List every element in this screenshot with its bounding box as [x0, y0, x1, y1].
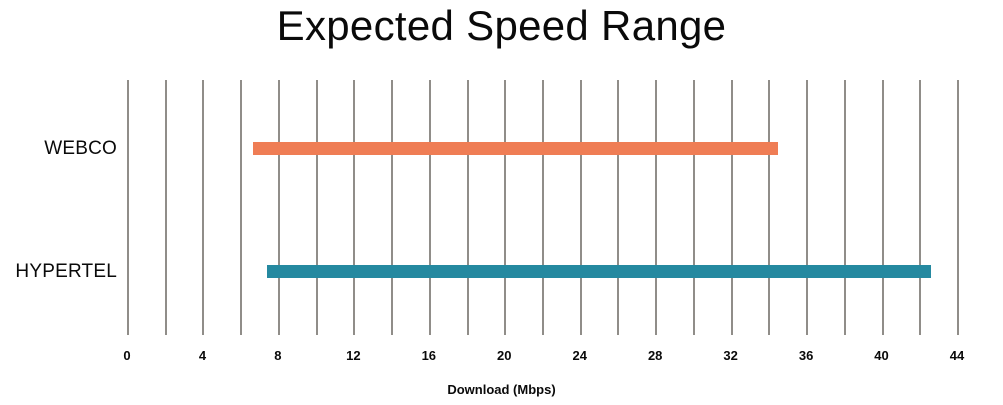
x-tick-label: 20	[497, 348, 512, 363]
gridline	[428, 80, 431, 335]
gridline	[957, 80, 959, 335]
x-tick-label: 40	[874, 348, 889, 363]
x-tick-label: 4	[198, 348, 207, 363]
category-label-hypertel: HYPERTEL	[15, 261, 117, 282]
gridline	[843, 80, 846, 335]
gridline	[391, 80, 394, 335]
gridline	[353, 80, 356, 335]
gridline	[504, 80, 507, 335]
x-axis-title: Download (Mbps)	[447, 382, 556, 397]
plot-area	[127, 80, 959, 335]
gridline	[730, 80, 733, 335]
gridline	[768, 80, 771, 335]
category-label-webco: WEBCO	[44, 138, 117, 159]
x-tick-label: 16	[421, 348, 437, 363]
gridline	[542, 80, 544, 335]
x-tick-label: 0	[123, 348, 131, 363]
x-tick-label: 12	[346, 348, 361, 363]
gridline	[240, 80, 243, 335]
gridline	[127, 80, 129, 335]
gridline	[315, 80, 318, 335]
gridline	[655, 80, 658, 335]
gridline	[919, 80, 922, 335]
x-tick-label: 8	[274, 348, 282, 363]
x-tick-label: 28	[647, 348, 663, 363]
gridline	[692, 80, 695, 335]
gridline	[579, 80, 582, 335]
x-tick-label: 44	[949, 348, 965, 363]
chart-title: Expected Speed Range	[276, 2, 727, 49]
gridline	[881, 80, 884, 335]
gridline	[806, 80, 809, 335]
x-tick-label: 24	[572, 348, 587, 363]
x-tick-label: 36	[798, 348, 814, 363]
x-tick-label: 32	[723, 348, 738, 363]
range-bar-webco	[253, 142, 778, 155]
gridline	[202, 80, 205, 335]
gridline	[164, 80, 167, 335]
gridline	[617, 80, 620, 335]
gridline	[466, 80, 469, 335]
range-bar-hypertel	[266, 265, 931, 278]
gridline	[277, 80, 280, 335]
